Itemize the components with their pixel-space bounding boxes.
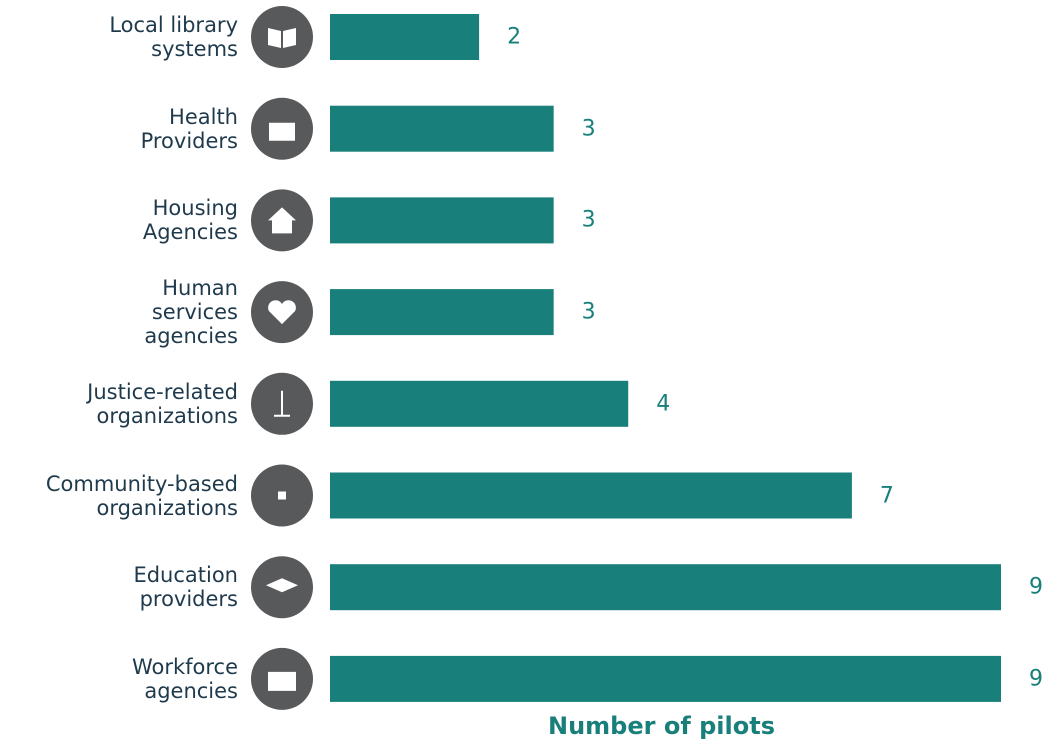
- bar: [330, 14, 480, 60]
- icon: [278, 491, 286, 500]
- category-label: Housing Agencies: [142, 196, 238, 245]
- category-label: Community-based organizations: [45, 471, 238, 520]
- icon: [268, 300, 296, 325]
- icon: [268, 671, 296, 691]
- icon: [269, 122, 295, 141]
- icon: [266, 578, 298, 593]
- value-label: 9: [1029, 574, 1043, 600]
- category-label: Justice-related organizations: [87, 379, 238, 428]
- value-label: 4: [656, 391, 671, 417]
- category-label: Health Providers: [140, 104, 238, 153]
- bar: [330, 655, 1001, 702]
- icon: [274, 390, 290, 417]
- value-label: 3: [581, 116, 596, 142]
- icon-circle: [251, 6, 313, 68]
- category-label: Local library systems: [109, 13, 238, 61]
- bar: [330, 472, 852, 519]
- category-label: Workforce agencies: [131, 654, 238, 703]
- icon: [268, 207, 296, 234]
- value-label: 9: [1029, 666, 1043, 692]
- bar: [330, 197, 554, 244]
- bar: [330, 105, 554, 152]
- category-label: Human services agencies: [144, 276, 238, 349]
- value-label: 7: [879, 483, 894, 508]
- bar: [330, 380, 629, 427]
- value-label: 3: [581, 299, 596, 325]
- value-label: 3: [581, 207, 596, 233]
- bar: [330, 289, 554, 336]
- value-label: 2: [507, 24, 522, 50]
- category-label: Education providers: [133, 563, 238, 612]
- x-axis-label: Number of pilots: [548, 712, 775, 740]
- icon: [268, 28, 296, 48]
- bar: [330, 564, 1001, 611]
